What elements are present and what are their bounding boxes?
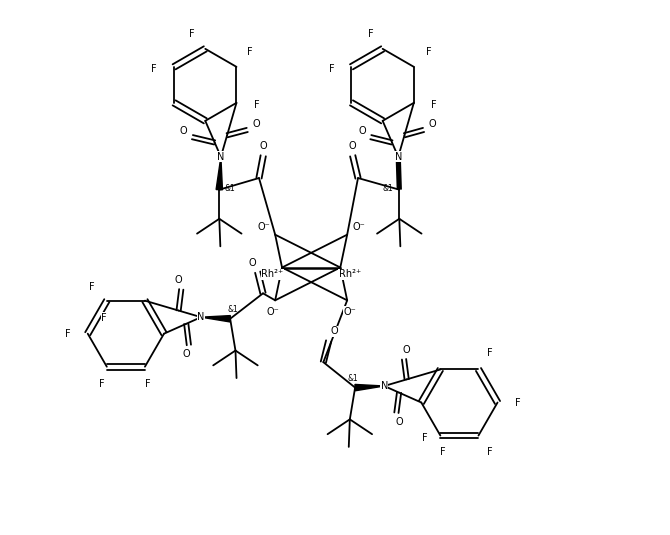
Text: N: N (395, 152, 402, 162)
Text: &1: &1 (347, 373, 358, 383)
Text: N: N (381, 381, 388, 391)
Text: O: O (395, 417, 403, 427)
Text: F: F (247, 47, 253, 57)
Text: Rh²⁺: Rh²⁺ (261, 270, 283, 279)
Text: F: F (369, 29, 374, 39)
Text: F: F (101, 312, 107, 323)
Text: F: F (515, 398, 521, 408)
Text: O⁻: O⁻ (266, 307, 279, 317)
Text: N: N (217, 152, 224, 162)
Text: O: O (182, 349, 190, 360)
Text: F: F (328, 65, 334, 74)
Text: &1: &1 (224, 184, 235, 193)
Text: F: F (98, 379, 105, 388)
Text: O: O (259, 141, 267, 151)
Text: F: F (89, 282, 94, 293)
Text: O: O (349, 141, 356, 151)
Text: O: O (330, 326, 338, 337)
Text: O: O (358, 126, 366, 136)
Text: O⁻: O⁻ (352, 221, 365, 232)
Text: O⁻: O⁻ (344, 307, 356, 317)
Text: F: F (145, 379, 150, 388)
Text: O: O (175, 275, 182, 285)
Text: Rh²⁺: Rh²⁺ (339, 270, 361, 279)
Text: F: F (426, 47, 431, 57)
Text: F: F (487, 348, 493, 357)
Text: F: F (254, 101, 259, 111)
Text: O: O (403, 345, 411, 355)
Text: F: F (151, 65, 157, 74)
Text: O⁻: O⁻ (257, 221, 270, 232)
Text: F: F (487, 447, 493, 457)
Text: F: F (440, 447, 446, 457)
Text: &1: &1 (227, 305, 239, 314)
Text: F: F (189, 29, 195, 39)
Text: F: F (421, 433, 427, 443)
Text: O: O (179, 126, 187, 136)
Polygon shape (201, 316, 230, 322)
Text: O: O (428, 119, 436, 128)
Text: F: F (65, 328, 70, 339)
Text: O: O (249, 258, 256, 268)
Text: N: N (198, 312, 205, 322)
Polygon shape (355, 385, 384, 391)
Text: &1: &1 (383, 184, 393, 193)
Text: O: O (253, 119, 261, 128)
Polygon shape (216, 157, 222, 190)
Text: F: F (431, 101, 437, 111)
